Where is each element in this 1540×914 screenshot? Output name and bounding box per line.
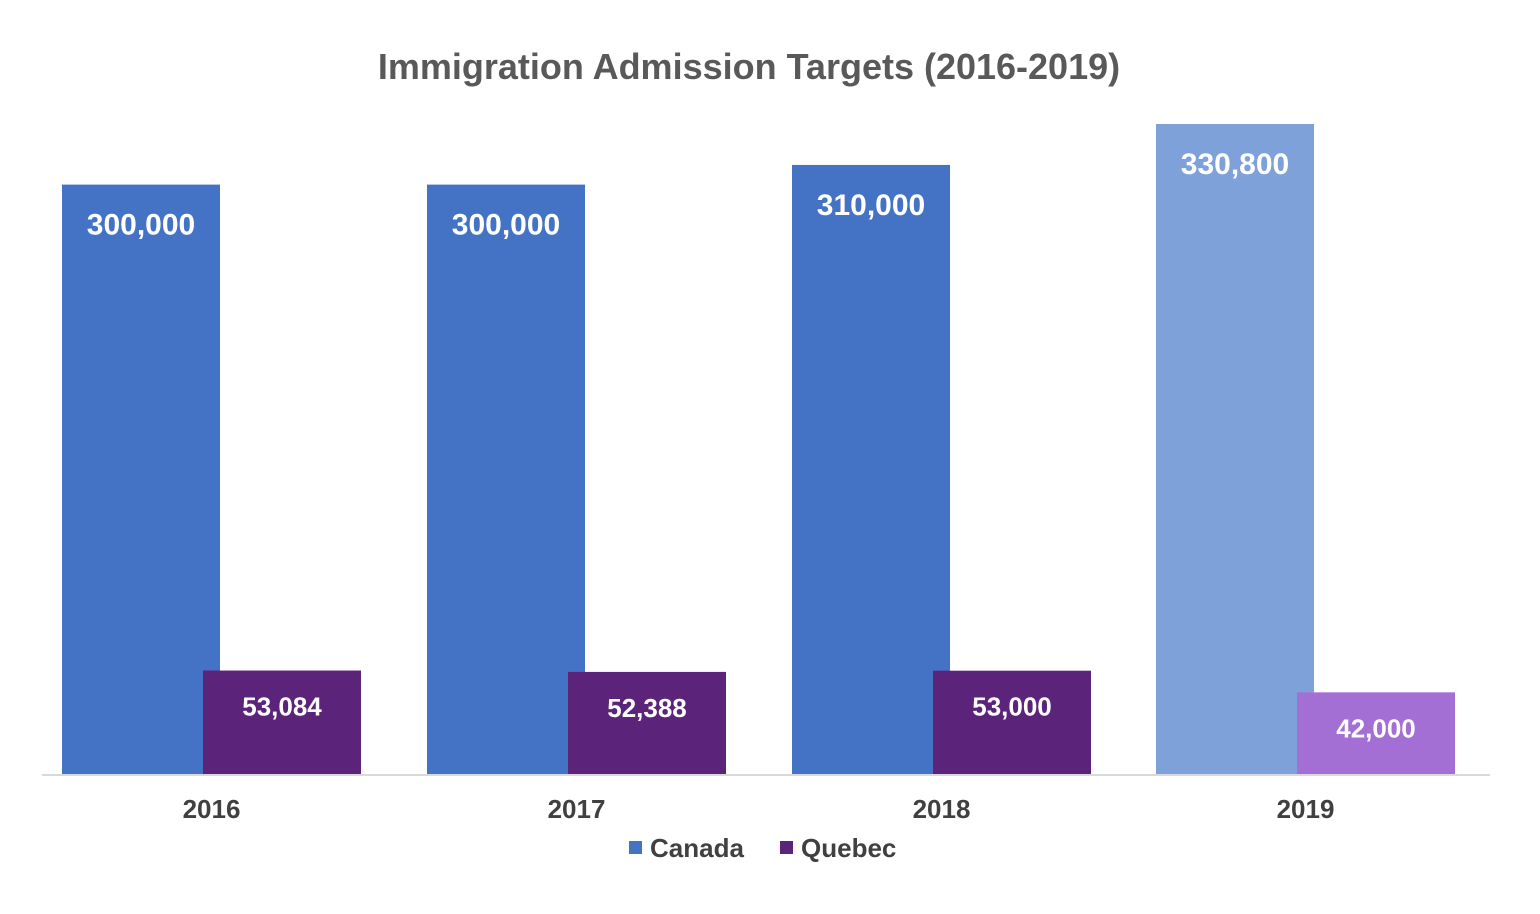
data-labels-group: 300,000 53,084 300,000 52,388 310,000 53,000 3… xyxy=(87,148,1416,743)
bar-canada-2018 xyxy=(792,164,950,776)
x-tick-label-2017: 2017 xyxy=(548,794,606,824)
legend-label-quebec: Quebec xyxy=(801,833,896,863)
data-label-canada-2018: 310,000 xyxy=(817,189,925,222)
data-label-quebec-2016: 53,084 xyxy=(242,692,322,722)
legend-swatch-quebec xyxy=(780,841,793,854)
x-tick-label-2016: 2016 xyxy=(183,794,241,824)
data-label-quebec-2017: 52,388 xyxy=(607,693,687,723)
data-label-quebec-2019: 42,000 xyxy=(1336,713,1416,743)
chart-title: Immigration Admission Targets (2016-2019… xyxy=(378,46,1120,87)
bar-quebec-2019 xyxy=(1297,692,1455,775)
legend-item-canada: Canada xyxy=(629,833,744,863)
legend: Canada Quebec xyxy=(629,833,896,863)
bar-quebec-2018 xyxy=(933,670,1091,775)
data-label-canada-2019: 330,800 xyxy=(1181,148,1289,181)
x-tick-label-2018: 2018 xyxy=(913,794,971,824)
category-labels-group: 2016 2017 2018 2019 xyxy=(183,794,1335,824)
bar-canada-2019 xyxy=(1156,124,1314,775)
data-label-quebec-2018: 53,000 xyxy=(972,692,1052,722)
bar-quebec-2016 xyxy=(203,670,361,775)
legend-label-canada: Canada xyxy=(650,833,744,863)
bar-quebec-2017 xyxy=(568,671,726,775)
bars-group xyxy=(62,124,1455,776)
data-label-canada-2017: 300,000 xyxy=(452,209,560,242)
bar-canada-2017 xyxy=(427,184,585,776)
legend-swatch-canada xyxy=(629,841,642,854)
x-tick-label-2019: 2019 xyxy=(1277,794,1335,824)
legend-item-quebec: Quebec xyxy=(780,833,896,863)
bar-canada-2016 xyxy=(62,184,220,776)
data-label-canada-2016: 300,000 xyxy=(87,209,195,242)
